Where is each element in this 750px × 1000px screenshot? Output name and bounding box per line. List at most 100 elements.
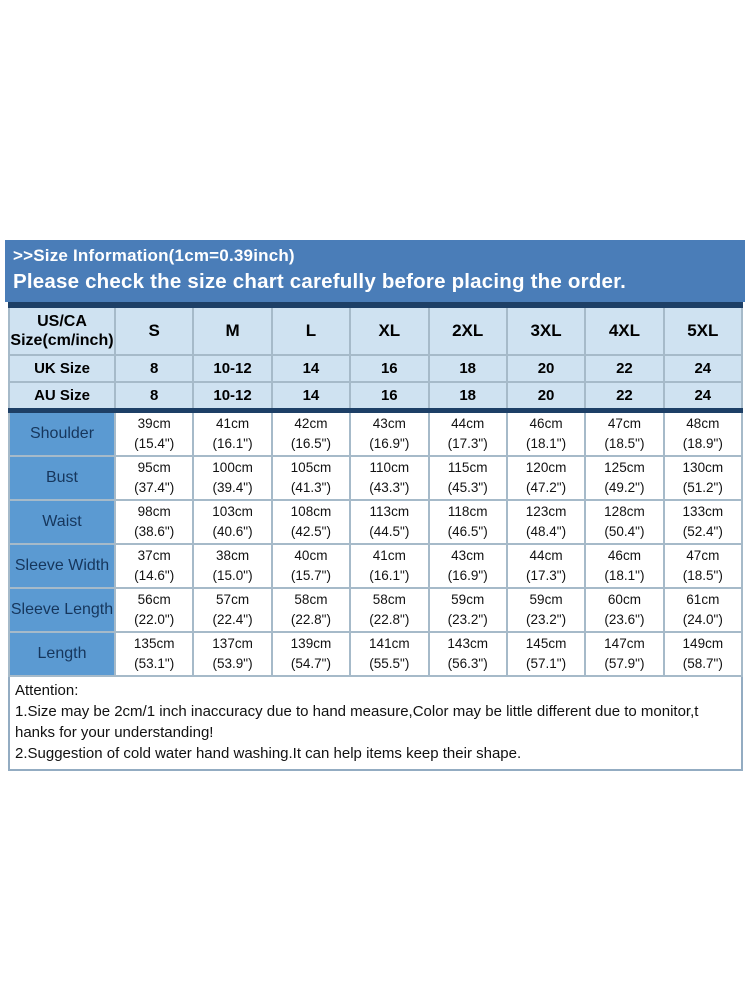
measurement-inch-value: (44.5") (369, 524, 410, 539)
measurement-value-cell: 56cm (22.0") (113, 587, 195, 633)
measurement-cm-value: 141cm (369, 636, 410, 651)
conversion-row: UK Size 8 10-12 14 16 18 20 22 24 (8, 354, 744, 383)
measurement-value-cell: 57cm (22.4") (192, 587, 273, 633)
measurement-inch-value: (57.9") (604, 656, 645, 671)
measurement-cm-value: 43cm (451, 548, 485, 563)
size-chart-section: US/CA Size(cm/inch) S M L XL 2XL 3XL 4XL 5XL UK… (8, 302, 744, 771)
measurement-value-cell: 145cm (57.1") (505, 631, 587, 677)
size-column-header: L (270, 304, 352, 356)
conversion-value-cell: 22 (584, 381, 665, 412)
measurement-inch-value: (23.6") (604, 612, 645, 627)
measurement-value-cell: 44cm (17.3") (427, 408, 508, 457)
corner-label-line1: US/CA (37, 313, 87, 330)
measurement-cm-value: 58cm (372, 592, 406, 607)
measurement-inch-value: (16.1") (369, 568, 410, 583)
measurement-value-cell: 139cm (54.7") (270, 631, 352, 677)
conversion-value-cell: 24 (662, 354, 744, 383)
measurement-cm-value: 48cm (686, 416, 720, 431)
measurement-value-cell: 125cm (49.2") (584, 455, 665, 501)
measurement-inch-value: (46.5") (447, 524, 488, 539)
measurement-row-label: Waist (8, 499, 116, 545)
measurement-value-cell: 115cm (45.3") (427, 455, 508, 501)
measurement-value-cell: 43cm (16.9") (349, 408, 430, 457)
measurement-cm-value: 123cm (525, 504, 567, 519)
measurement-inch-value: (54.7") (290, 656, 331, 671)
measurement-inch-value: (58.7") (682, 656, 723, 671)
measurement-row: Sleeve Length 56cm (22.0") 57cm (22.4") 58cm (… (8, 587, 744, 633)
measurement-value-cell: 141cm (55.5") (349, 631, 430, 677)
measurement-value-cell: 46cm (18.1") (584, 543, 665, 589)
measurement-row: Sleeve Width 37cm (14.6") 38cm (15.0") 40cm (1… (8, 543, 744, 589)
conversion-value-cell: 24 (662, 381, 744, 412)
measurement-value-cell: 58cm (22.8") (270, 587, 352, 633)
attention-line: 1.Size may be 2cm/1 inch inaccuracy due … (15, 703, 699, 720)
conversion-value-cell: 8 (113, 354, 195, 383)
measurement-cm-value: 38cm (216, 548, 250, 563)
measurement-value-cell: 105cm (41.3") (270, 455, 352, 501)
measurement-value-cell: 147cm (57.9") (584, 631, 665, 677)
measurement-value-cell: 48cm (18.9") (662, 408, 744, 457)
conversion-row: AU Size 8 10-12 14 16 18 20 22 24 (8, 381, 744, 412)
measurement-inch-value: (49.2") (604, 480, 645, 495)
size-column-header: 5XL (662, 304, 744, 356)
measurement-cm-value: 41cm (216, 416, 250, 431)
measurement-inch-value: (41.3") (290, 480, 331, 495)
measurement-row: Shoulder 39cm (15.4") 41cm (16.1") 42cm (16.5"… (8, 408, 744, 457)
attention-line: hanks for your understanding! (15, 724, 214, 741)
measurement-inch-value: (18.5") (604, 436, 645, 451)
measurement-value-cell: 137cm (53.9") (192, 631, 273, 677)
measurement-value-cell: 37cm (14.6") (113, 543, 195, 589)
measurement-row-label: Bust (8, 455, 116, 501)
measurement-value-cell: 59cm (23.2") (427, 587, 508, 633)
size-info-title: >>Size Information(1cm=0.39inch) (13, 246, 295, 265)
measurement-inch-value: (18.9") (682, 436, 723, 451)
measurement-cm-value: 133cm (682, 504, 724, 519)
measurement-cm-value: 46cm (529, 416, 563, 431)
measurement-value-cell: 123cm (48.4") (505, 499, 587, 545)
measurement-cm-value: 139cm (290, 636, 332, 651)
measurement-inch-value: (18.1") (604, 568, 645, 583)
measurement-cm-value: 44cm (529, 548, 563, 563)
measurement-cm-value: 120cm (525, 460, 567, 475)
measurement-inch-value: (22.8") (369, 612, 410, 627)
measurement-inch-value: (17.3") (526, 568, 567, 583)
measurement-cm-value: 61cm (686, 592, 720, 607)
measurement-row-label: Length (8, 631, 116, 677)
measurement-inch-value: (50.4") (604, 524, 645, 539)
measurement-cm-value: 58cm (294, 592, 328, 607)
measurement-inch-value: (22.0") (134, 612, 175, 627)
measurement-row-label: Shoulder (8, 408, 116, 457)
attention-line: Attention: (15, 682, 79, 699)
measurement-cm-value: 42cm (294, 416, 328, 431)
conversion-value-cell: 18 (427, 354, 508, 383)
measurement-cm-value: 47cm (607, 416, 641, 431)
measurement-value-cell: 118cm (46.5") (427, 499, 508, 545)
conversion-value-cell: 14 (270, 381, 352, 412)
measurement-row-label: Sleeve Length (8, 587, 116, 633)
measurement-inch-value: (48.4") (526, 524, 567, 539)
measurement-inch-value: (16.1") (212, 436, 253, 451)
size-column-header: 4XL (584, 304, 665, 356)
measurement-value-cell: 128cm (50.4") (584, 499, 665, 545)
measurement-value-cell: 120cm (47.2") (505, 455, 587, 501)
measurement-cm-value: 130cm (682, 460, 724, 475)
measurement-inch-value: (55.5") (369, 656, 410, 671)
measurement-inch-value: (53.1") (134, 656, 175, 671)
measurement-value-cell: 95cm (37.4") (113, 455, 195, 501)
measurement-value-cell: 103cm (40.6") (192, 499, 273, 545)
measurement-inch-value: (56.3") (447, 656, 488, 671)
measurement-value-cell: 41cm (16.1") (192, 408, 273, 457)
measurement-cm-value: 113cm (369, 504, 410, 519)
measurement-value-cell: 100cm (39.4") (192, 455, 273, 501)
measurement-cm-value: 59cm (451, 592, 485, 607)
measurement-cm-value: 98cm (137, 504, 171, 519)
measurement-inch-value: (53.9") (212, 656, 253, 671)
measurement-cm-value: 125cm (604, 460, 645, 475)
measurement-row: Bust 95cm (37.4") 100cm (39.4") 105cm (41.3") 1… (8, 455, 744, 501)
conversion-value-cell: 14 (270, 354, 352, 383)
measurement-value-cell: 41cm (16.1") (349, 543, 430, 589)
size-column-header: S (113, 304, 195, 356)
attention-line: 2.Suggestion of cold water hand washing.… (15, 745, 522, 762)
measurement-inch-value: (17.3") (447, 436, 488, 451)
measurement-inch-value: (51.2") (682, 480, 723, 495)
